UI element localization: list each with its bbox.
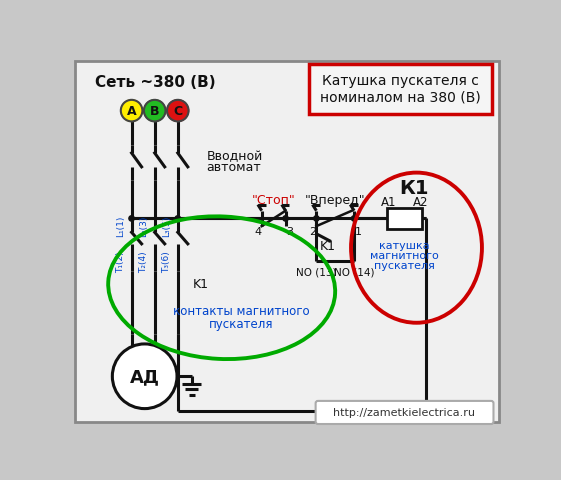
Text: K1: K1 — [193, 278, 209, 291]
Circle shape — [121, 101, 142, 122]
Circle shape — [283, 216, 288, 222]
Text: Вводной: Вводной — [206, 149, 263, 162]
Text: "Вперед": "Вперед" — [305, 193, 365, 206]
Text: 1: 1 — [355, 226, 361, 236]
Circle shape — [144, 101, 165, 122]
Text: катушка: катушка — [379, 240, 430, 250]
Text: К1: К1 — [399, 179, 429, 198]
Text: K1: K1 — [320, 240, 336, 252]
Text: T₁(2): T₁(2) — [116, 251, 125, 273]
Text: контакты магнитного: контакты магнитного — [173, 305, 309, 318]
Text: http://zametkielectrica.ru: http://zametkielectrica.ru — [333, 408, 475, 418]
Text: T₂(4): T₂(4) — [139, 251, 148, 273]
Text: 3: 3 — [286, 226, 293, 236]
Text: NO (13): NO (13) — [296, 267, 337, 277]
Circle shape — [314, 216, 319, 222]
Text: C: C — [173, 105, 182, 118]
Text: номиналом на 380 (В): номиналом на 380 (В) — [320, 91, 481, 105]
Circle shape — [112, 344, 177, 409]
Text: A: A — [127, 105, 136, 118]
Text: Катушка пускателя с: Катушка пускателя с — [322, 73, 479, 88]
Text: Сеть ~380 (В): Сеть ~380 (В) — [95, 74, 215, 89]
Text: NO (14): NO (14) — [334, 267, 374, 277]
Text: пускателя: пускателя — [209, 317, 273, 330]
FancyBboxPatch shape — [75, 61, 499, 422]
FancyBboxPatch shape — [309, 65, 492, 115]
Text: B: B — [150, 105, 159, 118]
Circle shape — [351, 216, 357, 222]
Text: пускателя: пускателя — [374, 260, 435, 270]
Circle shape — [175, 216, 181, 222]
Text: L₁(1): L₁(1) — [116, 215, 125, 237]
Text: A2: A2 — [412, 195, 428, 208]
Text: АД: АД — [130, 368, 160, 385]
Text: L₂(3): L₂(3) — [139, 215, 148, 237]
FancyBboxPatch shape — [316, 401, 494, 424]
Text: A1: A1 — [381, 195, 397, 208]
Circle shape — [167, 101, 188, 122]
Circle shape — [129, 216, 134, 222]
Text: 2: 2 — [309, 226, 316, 236]
Text: автомат: автомат — [206, 161, 261, 174]
FancyBboxPatch shape — [387, 208, 422, 230]
Text: T₃(6): T₃(6) — [162, 251, 171, 273]
Text: L₃(5): L₃(5) — [162, 215, 171, 237]
Text: "Стоп": "Стоп" — [251, 193, 295, 206]
Text: 4: 4 — [254, 226, 261, 236]
Text: магнитного: магнитного — [370, 250, 439, 260]
